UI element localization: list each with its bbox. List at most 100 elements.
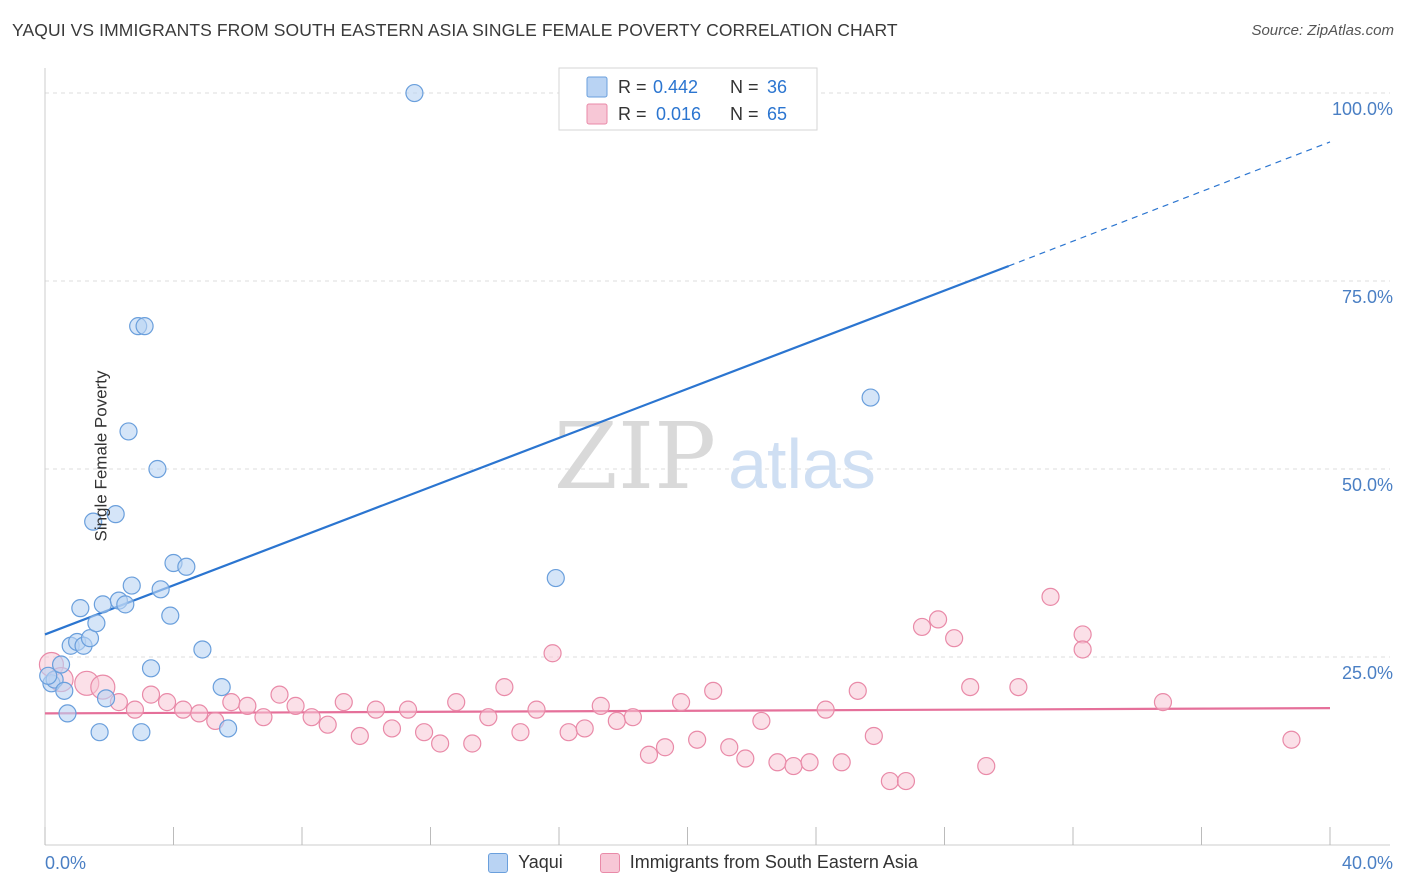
point-immigrants-57: [961, 677, 980, 697]
point-yaqui-17: [116, 595, 135, 614]
point-yaqui-35: [39, 666, 58, 685]
stat-n-label-1: N =: [730, 77, 759, 97]
point-immigrants-6: [141, 685, 161, 704]
point-immigrants-46: [784, 756, 803, 776]
stat-n-label-2: N =: [730, 104, 759, 124]
point-immigrants-43: [736, 749, 755, 768]
point-immigrants-54: [912, 617, 932, 637]
point-immigrants-40: [688, 730, 707, 749]
point-yaqui-19: [122, 576, 141, 595]
point-immigrants-56: [945, 629, 964, 648]
point-immigrants-25: [447, 693, 466, 712]
point-yaqui-25: [151, 580, 170, 599]
point-yaqui-30: [212, 677, 231, 697]
legend-item-immigrants: Immigrants from South Eastern Asia: [599, 852, 918, 873]
grid: [45, 92, 1390, 658]
series-legend: Yaqui Immigrants from South Eastern Asia: [0, 852, 1406, 878]
point-immigrants-62: [1073, 640, 1092, 659]
watermark-atlas: atlas: [728, 425, 876, 503]
point-immigrants-64: [1282, 730, 1301, 749]
point-yaqui-26: [161, 606, 180, 625]
point-immigrants-5: [125, 700, 145, 719]
point-yaqui-31: [219, 719, 238, 738]
point-immigrants-52: [880, 771, 899, 791]
point-immigrants-24: [431, 734, 450, 753]
y-tick-label-2: 75.0%: [1342, 287, 1393, 307]
point-immigrants-59: [1009, 677, 1028, 697]
point-immigrants-19: [350, 726, 369, 746]
stat-r-label-1: R =: [618, 77, 647, 97]
y-tick-label-0: 25.0%: [1342, 663, 1393, 683]
legend-item-yaqui: Yaqui: [488, 852, 563, 873]
point-immigrants-16: [302, 708, 321, 727]
point-yaqui-3: [55, 681, 74, 700]
point-immigrants-7: [157, 693, 177, 712]
y-axis-label: Single Female Poverty: [91, 370, 111, 542]
x-tick-label-min: 0.0%: [45, 853, 86, 873]
stat-n-value-1: 36: [767, 77, 787, 97]
point-immigrants-27: [479, 708, 498, 727]
data-points: [38, 83, 1301, 791]
point-immigrants-8: [174, 700, 193, 719]
stat-r-value-1: 0.442: [653, 77, 698, 97]
point-yaqui-33: [546, 568, 565, 588]
point-immigrants-51: [864, 726, 883, 746]
point-immigrants-63: [1153, 693, 1173, 712]
stats-legend: R = 0.442 N = 36 R = 0.016 N = 65: [558, 67, 818, 131]
y-tick-label-3: 100.0%: [1332, 99, 1393, 119]
point-immigrants-21: [382, 719, 402, 738]
stat-n-value-2: 65: [767, 104, 787, 124]
point-immigrants-11: [222, 693, 241, 712]
point-immigrants-33: [575, 719, 594, 738]
legend-label-immigrants: Immigrants from South Eastern Asia: [629, 852, 918, 872]
point-immigrants-36: [623, 708, 642, 727]
point-immigrants-41: [704, 681, 723, 700]
point-yaqui-15: [106, 505, 125, 524]
point-yaqui-29: [193, 640, 212, 659]
point-immigrants-13: [254, 708, 273, 727]
point-yaqui-10: [84, 512, 103, 531]
point-yaqui-34: [861, 388, 880, 407]
point-immigrants-45: [768, 753, 787, 772]
point-immigrants-58: [977, 756, 996, 776]
point-yaqui-11: [87, 614, 106, 633]
point-immigrants-12: [238, 696, 257, 715]
watermark: ZIP atlas: [554, 403, 876, 510]
source-label: Source: ZipAtlas.com: [1251, 22, 1394, 39]
point-yaqui-2: [51, 655, 71, 674]
tick-labels: 25.0% 50.0% 75.0% 100.0% 0.0% 40.0%: [45, 99, 1393, 873]
stat-r-label-2: R =: [618, 104, 647, 124]
point-immigrants-49: [832, 753, 851, 772]
point-yaqui-21: [132, 723, 151, 742]
point-immigrants-39: [671, 693, 691, 712]
x-tick-label-max: 40.0%: [1342, 853, 1393, 873]
legend-label-yaqui: Yaqui: [518, 852, 563, 872]
point-immigrants-31: [543, 644, 562, 663]
point-yaqui-9: [80, 629, 100, 648]
point-immigrants-34: [591, 696, 610, 715]
point-yaqui-22: [135, 317, 154, 336]
point-immigrants-38: [655, 738, 675, 757]
watermark-zip: ZIP: [554, 403, 716, 510]
point-immigrants-26: [463, 734, 482, 753]
point-immigrants-20: [366, 700, 385, 719]
legend-color-yaqui: [488, 852, 509, 873]
stat-r-value-2: 0.016: [656, 104, 701, 124]
point-immigrants-55: [928, 610, 948, 629]
point-immigrants-48: [816, 700, 835, 719]
point-yaqui-4: [58, 704, 77, 723]
legend-color-immigrants: [599, 852, 620, 873]
point-yaqui-14: [96, 689, 116, 708]
point-yaqui-24: [148, 459, 167, 479]
point-yaqui-32: [405, 83, 424, 103]
point-immigrants-15: [286, 696, 305, 715]
point-immigrants-22: [398, 700, 418, 719]
trend-line-immigrants: [44, 707, 1331, 715]
trend-line-yaqui-extension: [1008, 141, 1331, 267]
point-yaqui-28: [177, 557, 196, 576]
point-immigrants-14: [270, 685, 289, 704]
point-immigrants-9: [190, 704, 209, 723]
point-immigrants-53: [896, 771, 916, 791]
point-immigrants-50: [848, 681, 867, 700]
